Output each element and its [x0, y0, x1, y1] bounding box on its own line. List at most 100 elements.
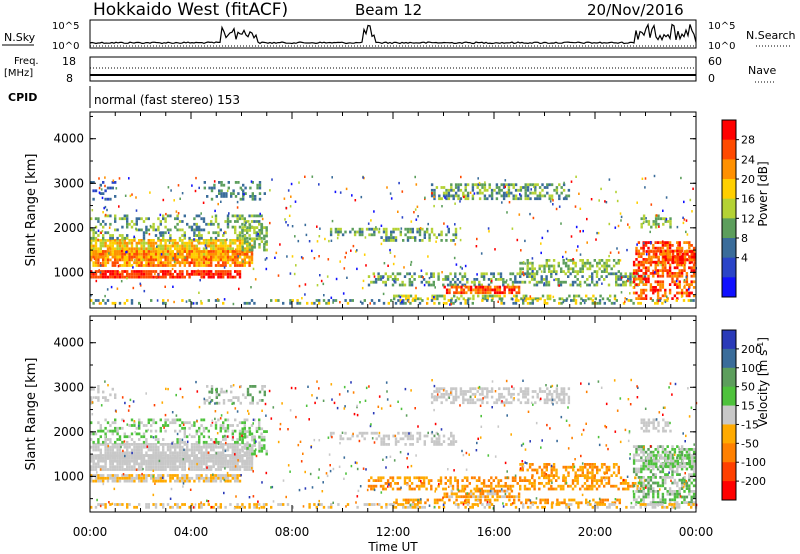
echo-cell [207, 241, 210, 245]
echo-cell [246, 418, 249, 422]
echo-cell [236, 462, 239, 466]
echo-speckle [100, 262, 102, 265]
echo-cell [219, 228, 222, 232]
echo-cell [541, 183, 544, 187]
echo-cell [241, 248, 244, 252]
echo-cell [425, 280, 428, 284]
echo-cell [502, 401, 506, 405]
echo-cell [183, 443, 186, 446]
echo-cell [464, 183, 467, 187]
echo-cell [205, 264, 208, 267]
echo-cell [147, 258, 150, 262]
echo-cell [483, 197, 487, 201]
echo-cell [169, 474, 172, 477]
nsky-tick-top: 10^5 [52, 21, 79, 32]
echo-cell [133, 261, 136, 265]
echo-speckle [383, 262, 386, 265]
echo-cell [241, 237, 244, 241]
echo-cell [246, 451, 249, 455]
echo-cell [210, 244, 213, 248]
echo-cell [210, 261, 213, 265]
echo-cell [130, 438, 134, 441]
echo-cell [447, 437, 450, 441]
echo-cell [237, 181, 240, 184]
echo-cell [650, 225, 653, 229]
echo-cell [176, 214, 179, 218]
echo-cell [106, 231, 110, 235]
echo-cell [200, 252, 203, 256]
echo-speckle [243, 241, 246, 245]
echo-cell [248, 452, 252, 456]
echo-cell [190, 454, 194, 457]
echo-cell [243, 220, 246, 223]
echo-cell [426, 227, 429, 231]
echo-speckle [449, 303, 451, 306]
echo-cell [186, 448, 189, 452]
echo-speckle [289, 205, 292, 208]
echo-cell [114, 217, 117, 221]
echo-cell [529, 297, 533, 301]
echo-cell [642, 263, 645, 267]
echo-cell [654, 272, 657, 275]
echo-cell [208, 186, 211, 190]
echo-cell [673, 260, 677, 264]
echo-cell [661, 301, 664, 305]
echo-speckle [285, 207, 288, 210]
echo-cell [195, 468, 198, 471]
echo-cell [116, 272, 119, 276]
echo-cell [219, 239, 222, 242]
echo-cell [202, 217, 206, 221]
echo-cell [472, 297, 475, 301]
echo-cell [438, 395, 441, 399]
echo-cell [507, 194, 511, 198]
echo-cell [193, 456, 196, 460]
echo-cell [142, 231, 146, 235]
echo-cell [174, 247, 177, 251]
echo-cell [411, 236, 414, 239]
echo-cell [533, 479, 536, 482]
echo-cell [236, 236, 239, 240]
echo-cell [440, 197, 443, 201]
echo-cell [666, 246, 669, 250]
echo-cell [210, 189, 214, 193]
echo-cell [533, 272, 536, 276]
echo-cell [241, 441, 244, 445]
echo-cell [246, 236, 249, 240]
echo-cell [193, 228, 196, 232]
echo-cell [198, 429, 201, 433]
echo-cell [234, 443, 237, 446]
echo-cell [102, 239, 105, 242]
echo-cell [255, 430, 259, 433]
echo-cell [481, 398, 484, 402]
echo-speckle [454, 300, 457, 303]
echo-cell [229, 424, 232, 427]
echo-speckle [304, 223, 307, 227]
echo-speckle [223, 266, 226, 269]
echo-cell [485, 272, 488, 276]
echo-cell [250, 239, 254, 242]
echo-cell [469, 495, 473, 499]
echo-cell [145, 445, 148, 449]
echo-cell [243, 240, 247, 243]
echo-cell [198, 426, 201, 430]
echo-cell [224, 272, 227, 276]
echo-cell [99, 192, 102, 195]
echo-cell [224, 247, 227, 251]
echo-cell [548, 390, 551, 393]
echo-cell [133, 255, 136, 259]
echo-cell [169, 214, 172, 218]
echo-cell [463, 487, 467, 491]
echo-cell [214, 424, 218, 427]
echo-cell [649, 260, 653, 264]
echo-cell [106, 270, 110, 273]
echo-cell [510, 291, 514, 295]
echo-cell [145, 451, 148, 455]
echo-cell [210, 474, 213, 477]
echo-cell [135, 456, 138, 460]
echo-cell [471, 188, 475, 192]
echo-cell [610, 272, 613, 276]
echo-cell [576, 482, 579, 485]
echo-cell [560, 191, 563, 195]
echo-cell [270, 299, 273, 302]
echo-cell [241, 226, 244, 229]
